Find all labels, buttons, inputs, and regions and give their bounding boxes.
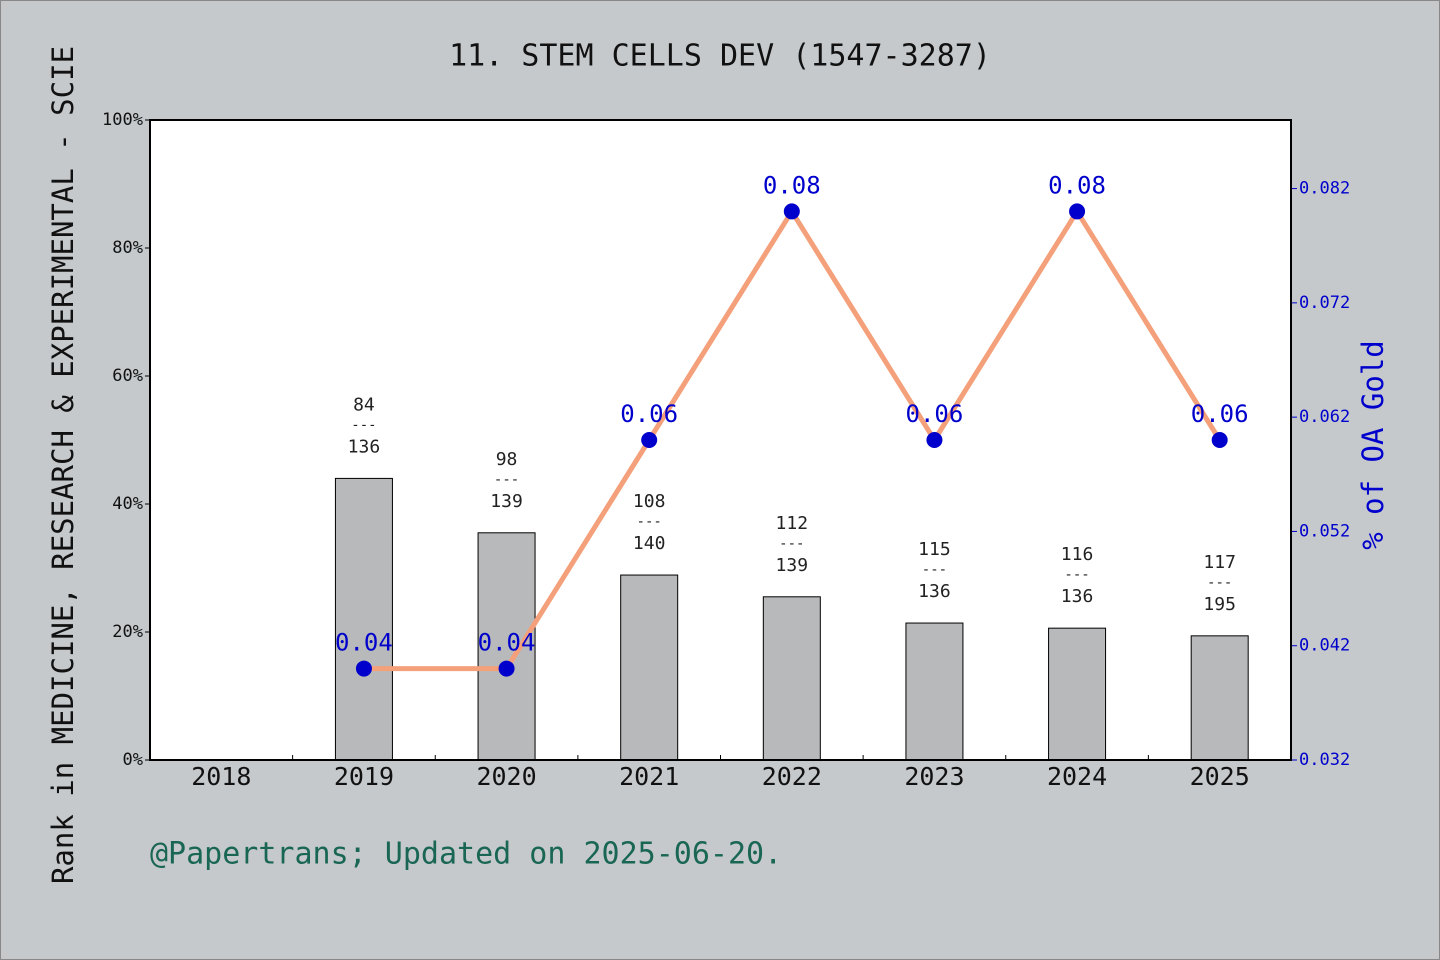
y2-tick-label: 0.072	[1299, 293, 1350, 313]
x-tick-label: 2018	[191, 762, 251, 791]
y2-tick-label: 0.032	[1299, 750, 1350, 770]
y2-axis-label: % of OA Gold	[1356, 340, 1390, 550]
marker	[641, 432, 658, 448]
value-label: 0.04	[335, 629, 393, 657]
x-tick-label: 2023	[904, 762, 964, 791]
y-tick-label: 100%	[102, 110, 143, 130]
marker	[1069, 203, 1086, 220]
rank-label: 116	[1061, 544, 1094, 565]
separator: ---	[494, 472, 519, 488]
total-label: 136	[918, 581, 951, 602]
x-tick-label: 2025	[1190, 762, 1250, 791]
value-label: 0.08	[763, 171, 821, 199]
separator: ---	[779, 536, 804, 552]
total-label: 139	[490, 491, 523, 512]
total-label: 136	[348, 436, 381, 457]
total-label: 139	[776, 555, 809, 576]
separator: ---	[637, 514, 662, 530]
total-label: 140	[633, 533, 666, 554]
rank-label: 84	[353, 394, 375, 415]
marker	[498, 660, 515, 677]
separator: ---	[1207, 575, 1232, 591]
marker	[783, 203, 800, 220]
total-label: 195	[1203, 594, 1236, 615]
y-tick-label: 80%	[112, 238, 143, 258]
y-tick-label: 40%	[112, 494, 143, 514]
plot-area	[150, 120, 1291, 760]
y-axis-label: Rank in MEDICINE, RESEARCH & EXPERIMENTA…	[46, 46, 80, 884]
bar	[762, 596, 821, 761]
x-tick-label: 2020	[476, 762, 536, 791]
plot-frame	[149, 119, 1292, 761]
rank-label: 98	[496, 449, 518, 470]
separator: ---	[351, 417, 376, 433]
footer: @Papertrans; Updated on 2025-06-20.	[150, 837, 782, 872]
bar	[1190, 635, 1249, 761]
value-label: 0.08	[1048, 171, 1106, 199]
marker	[1211, 432, 1228, 448]
value-label: 0.04	[478, 629, 536, 657]
value-label: 0.06	[620, 400, 678, 428]
value-label: 0.06	[906, 400, 964, 428]
y2-tick-label: 0.082	[1299, 179, 1350, 199]
x-tick-label: 2024	[1047, 762, 1107, 791]
y2-tick-label: 0.062	[1299, 407, 1350, 427]
bar	[1048, 627, 1107, 761]
separator: ---	[922, 562, 947, 578]
separator: ---	[1064, 567, 1089, 583]
marker	[355, 660, 372, 677]
rank-label: 108	[633, 491, 666, 512]
rank-label: 117	[1203, 552, 1236, 573]
y-tick-label: 60%	[112, 366, 143, 386]
y-tick-label: 0%	[123, 750, 143, 770]
bar	[334, 477, 393, 761]
y-tick-label: 20%	[112, 622, 143, 642]
bar	[477, 532, 536, 761]
value-label: 0.06	[1191, 400, 1249, 428]
x-tick-label: 2019	[334, 762, 394, 791]
rank-label: 115	[918, 539, 951, 560]
rank-label: 112	[776, 513, 809, 534]
total-label: 136	[1061, 586, 1094, 607]
y2-tick-label: 0.042	[1299, 636, 1350, 656]
bar	[905, 622, 964, 761]
y2-tick-label: 0.052	[1299, 521, 1350, 541]
chart-title: 11. STEM CELLS DEV (1547-3287)	[449, 39, 991, 74]
marker	[926, 432, 943, 448]
x-tick-label: 2021	[619, 762, 679, 791]
bar	[620, 574, 679, 761]
x-tick-label: 2022	[762, 762, 822, 791]
